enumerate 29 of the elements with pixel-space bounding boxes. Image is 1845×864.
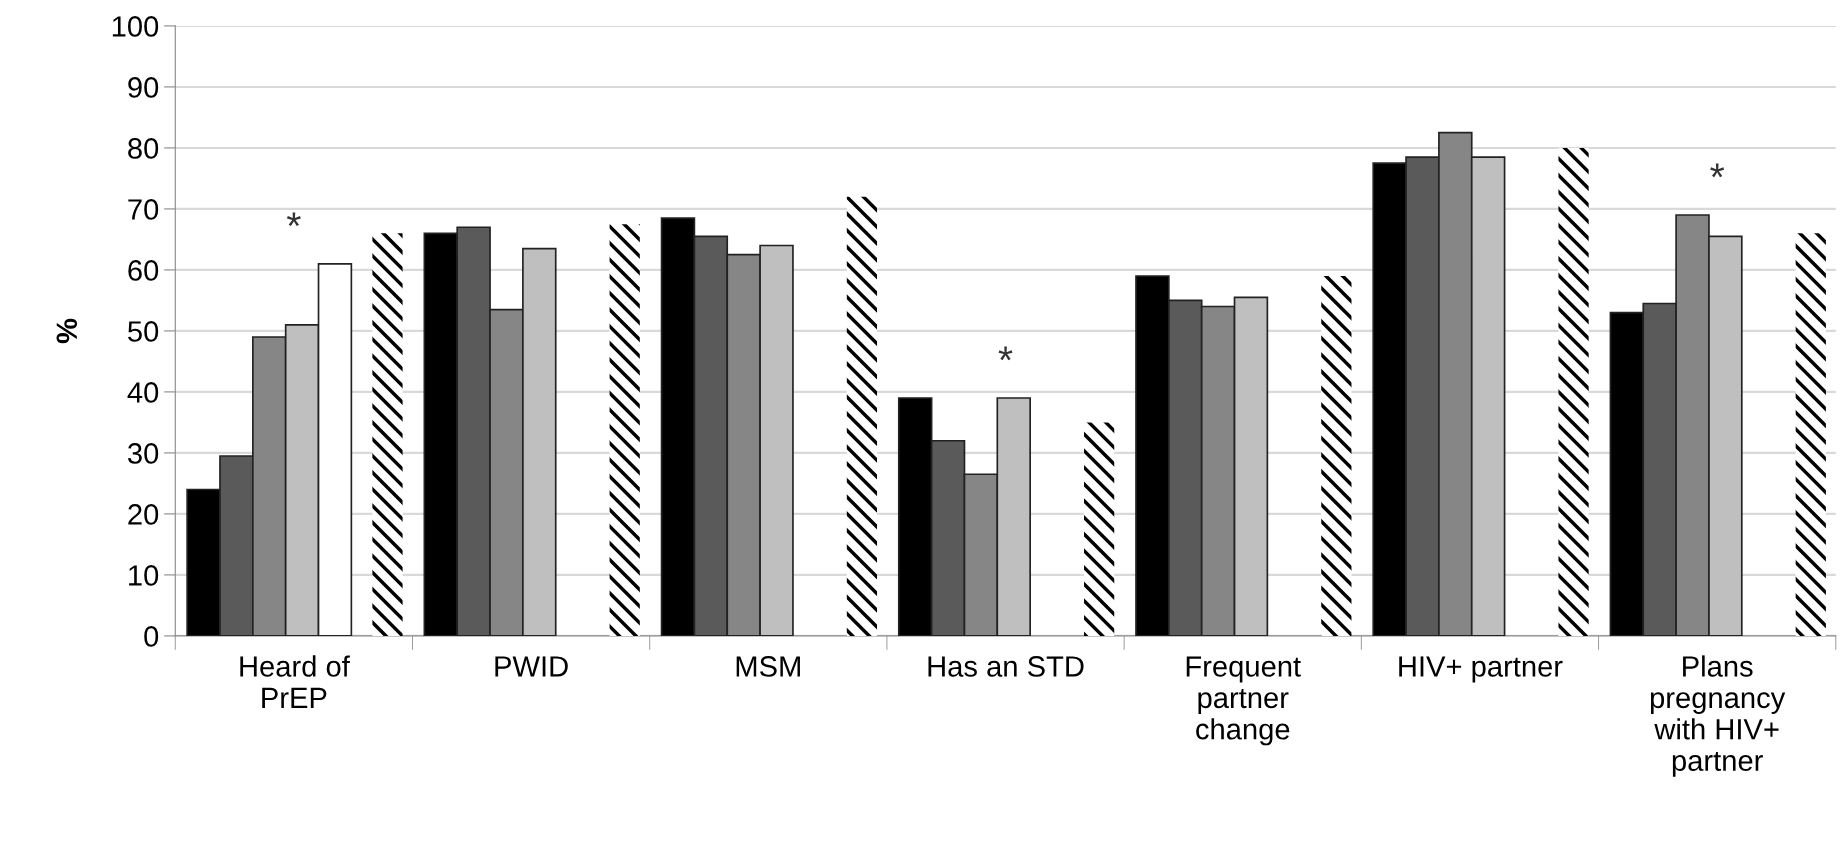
bar	[609, 224, 640, 636]
annotation: *	[998, 346, 1013, 361]
y-tick-label: 90	[128, 77, 159, 98]
y-tick-label: 30	[127, 443, 159, 464]
y-tick-label: 20	[128, 504, 159, 525]
bar	[1558, 147, 1589, 636]
y-tick-label: 60	[128, 260, 159, 281]
y-tick-label: 40	[127, 382, 159, 403]
y-tick-label: 80	[128, 138, 159, 159]
y-tick-label: 10	[129, 565, 159, 586]
y-tick-label: 100	[112, 16, 159, 37]
annotation: *	[286, 212, 301, 227]
x-tick-label: Frequent partner change	[1186, 656, 1301, 746]
bar	[846, 196, 878, 636]
x-tick-label: HIV+ partner	[1399, 656, 1563, 683]
annotation: *	[1710, 163, 1725, 178]
x-tick-label: PWID	[495, 656, 568, 677]
x-tick-label: Has an STD	[928, 656, 1084, 677]
y-axis-title: %	[56, 318, 78, 344]
x-tick-label: MSM	[736, 656, 800, 677]
bar	[1084, 422, 1115, 636]
y-tick-label: 0	[144, 626, 159, 647]
x-tick-label: Plans pregnancy with HIV+ partner	[1650, 655, 1786, 777]
x-tick-label: Heard of PrEP	[240, 655, 350, 708]
y-tick-label: 50	[128, 321, 159, 342]
y-tick-label: 70	[128, 199, 159, 220]
bar	[1795, 233, 1826, 636]
bar	[372, 233, 403, 636]
bar	[1321, 276, 1352, 636]
